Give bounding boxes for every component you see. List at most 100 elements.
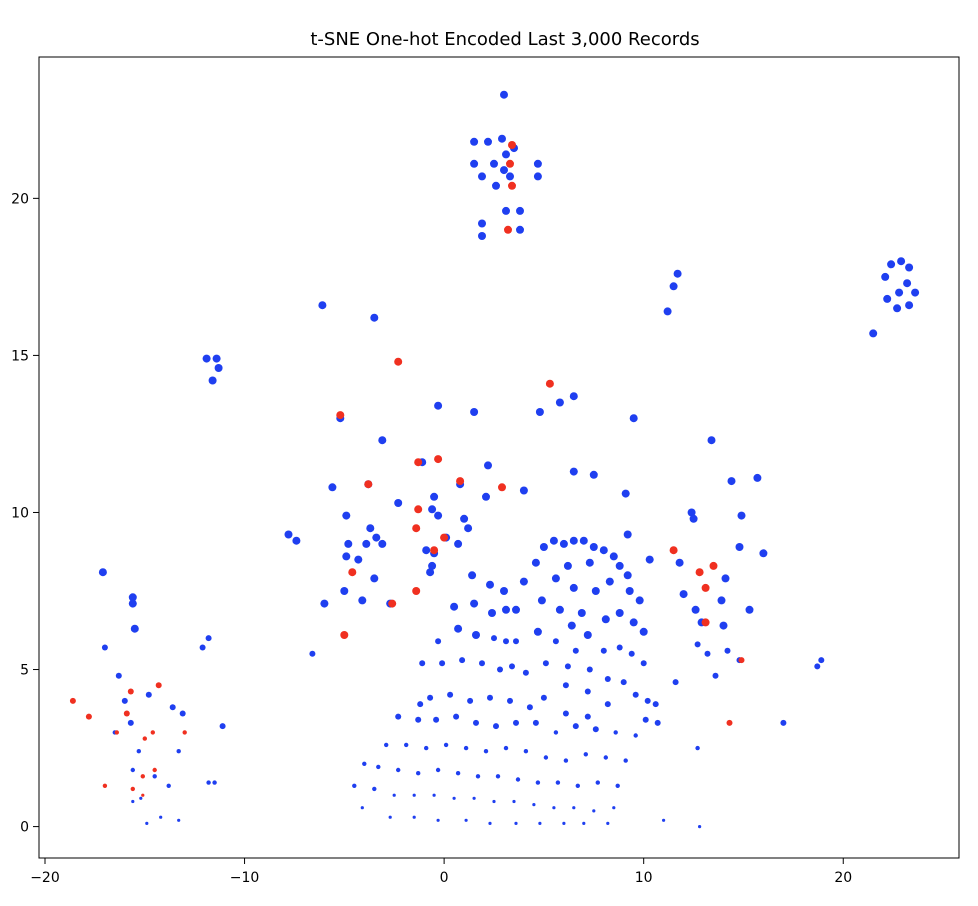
scatter-point (502, 150, 510, 159)
scatter-point (687, 508, 696, 517)
scatter-point (539, 543, 548, 551)
scatter-point (472, 796, 476, 800)
scatter-point (152, 767, 157, 773)
scatter-point (309, 650, 316, 657)
scatter-point (572, 647, 579, 654)
scatter-point (98, 568, 107, 577)
scatter-point (717, 596, 726, 605)
scatter-point (629, 414, 638, 423)
scatter-point (545, 379, 554, 388)
scatter-point (513, 638, 519, 645)
scatter-point (482, 492, 490, 501)
scatter-point (150, 730, 155, 735)
scatter-point (467, 697, 474, 704)
scatter-point (498, 483, 506, 492)
scatter-point (609, 552, 618, 561)
scatter-point (639, 627, 648, 636)
scatter-point (424, 745, 429, 751)
scatter-point (500, 166, 508, 175)
scatter-point (470, 137, 479, 146)
scatter-point (535, 780, 541, 785)
scatter-point (416, 771, 421, 776)
scatter-point (468, 571, 477, 580)
scatter-point (623, 571, 632, 580)
scatter-point (562, 821, 566, 826)
scatter-point (562, 710, 569, 717)
scatter-point (340, 587, 349, 595)
scatter-point (454, 539, 463, 548)
x-tick-label: −10 (230, 870, 260, 886)
scatter-point (484, 461, 492, 470)
scatter-point (422, 546, 431, 555)
scatter-point (415, 716, 422, 723)
scatter-point (362, 761, 367, 766)
scatter-point (139, 796, 143, 800)
scatter-point (709, 561, 718, 570)
scatter-point (579, 536, 588, 545)
scatter-point (735, 543, 744, 551)
y-tick-label: 20 (11, 191, 29, 207)
scatter-point (177, 818, 181, 822)
scatter-point (721, 574, 730, 583)
scatter-point (642, 716, 649, 723)
scatter-point (689, 514, 698, 523)
scatter-point (633, 733, 638, 738)
scatter-point (538, 821, 542, 826)
scatter-point (589, 543, 598, 551)
scatter-point (419, 660, 426, 667)
x-tick-label: 0 (440, 870, 449, 886)
scatter-point (142, 736, 147, 741)
scatter-point (130, 767, 135, 773)
scatter-point (488, 821, 492, 826)
scatter-point (555, 780, 561, 785)
scatter-point (551, 574, 560, 583)
scatter-point (869, 329, 878, 338)
scatter-point (584, 688, 591, 695)
scatter-point (366, 524, 375, 533)
scatter-point (495, 774, 501, 779)
scatter-point (695, 745, 700, 751)
scatter-point (145, 821, 149, 826)
scatter-point (434, 401, 443, 410)
scatter-point (460, 514, 469, 523)
scatter-point (435, 767, 441, 773)
scatter-point (897, 257, 906, 266)
scatter-point (372, 786, 377, 792)
scatter-point (490, 159, 498, 168)
scatter-point (478, 232, 486, 240)
scatter-point (388, 815, 392, 819)
scatter-point (663, 307, 672, 316)
scatter-point (535, 408, 544, 416)
scatter-point (506, 159, 514, 168)
scatter-point (430, 546, 439, 555)
scatter-point (575, 783, 580, 788)
scatter-point (212, 780, 217, 785)
scatter-point (491, 635, 497, 642)
scatter-point (591, 587, 600, 595)
scatter-point (130, 786, 135, 792)
scatter-point (577, 609, 586, 617)
x-axis: −20 −10 0 10 20 (30, 858, 852, 886)
scatter-point (675, 558, 684, 567)
scatter-point (428, 505, 437, 514)
scatter-point (427, 694, 434, 701)
scatter-point (694, 641, 701, 648)
scatter-point (428, 561, 437, 570)
scatter-point (145, 691, 152, 698)
scatter-point (336, 411, 345, 420)
scatter-point (562, 682, 569, 689)
scatter-point (127, 688, 134, 695)
scatter-point (212, 354, 221, 363)
scatter-point (654, 719, 661, 726)
scatter-point (592, 809, 596, 813)
scatter-point (202, 354, 211, 363)
scatter-point (475, 774, 481, 779)
scatter-point (434, 511, 443, 520)
scatter-point (414, 505, 423, 514)
scatter-point (497, 666, 503, 673)
scatter-point (394, 499, 403, 507)
scatter-point (292, 536, 301, 545)
scatter-point (455, 771, 461, 776)
scatter-point (572, 806, 576, 810)
scatter-point (508, 141, 516, 149)
